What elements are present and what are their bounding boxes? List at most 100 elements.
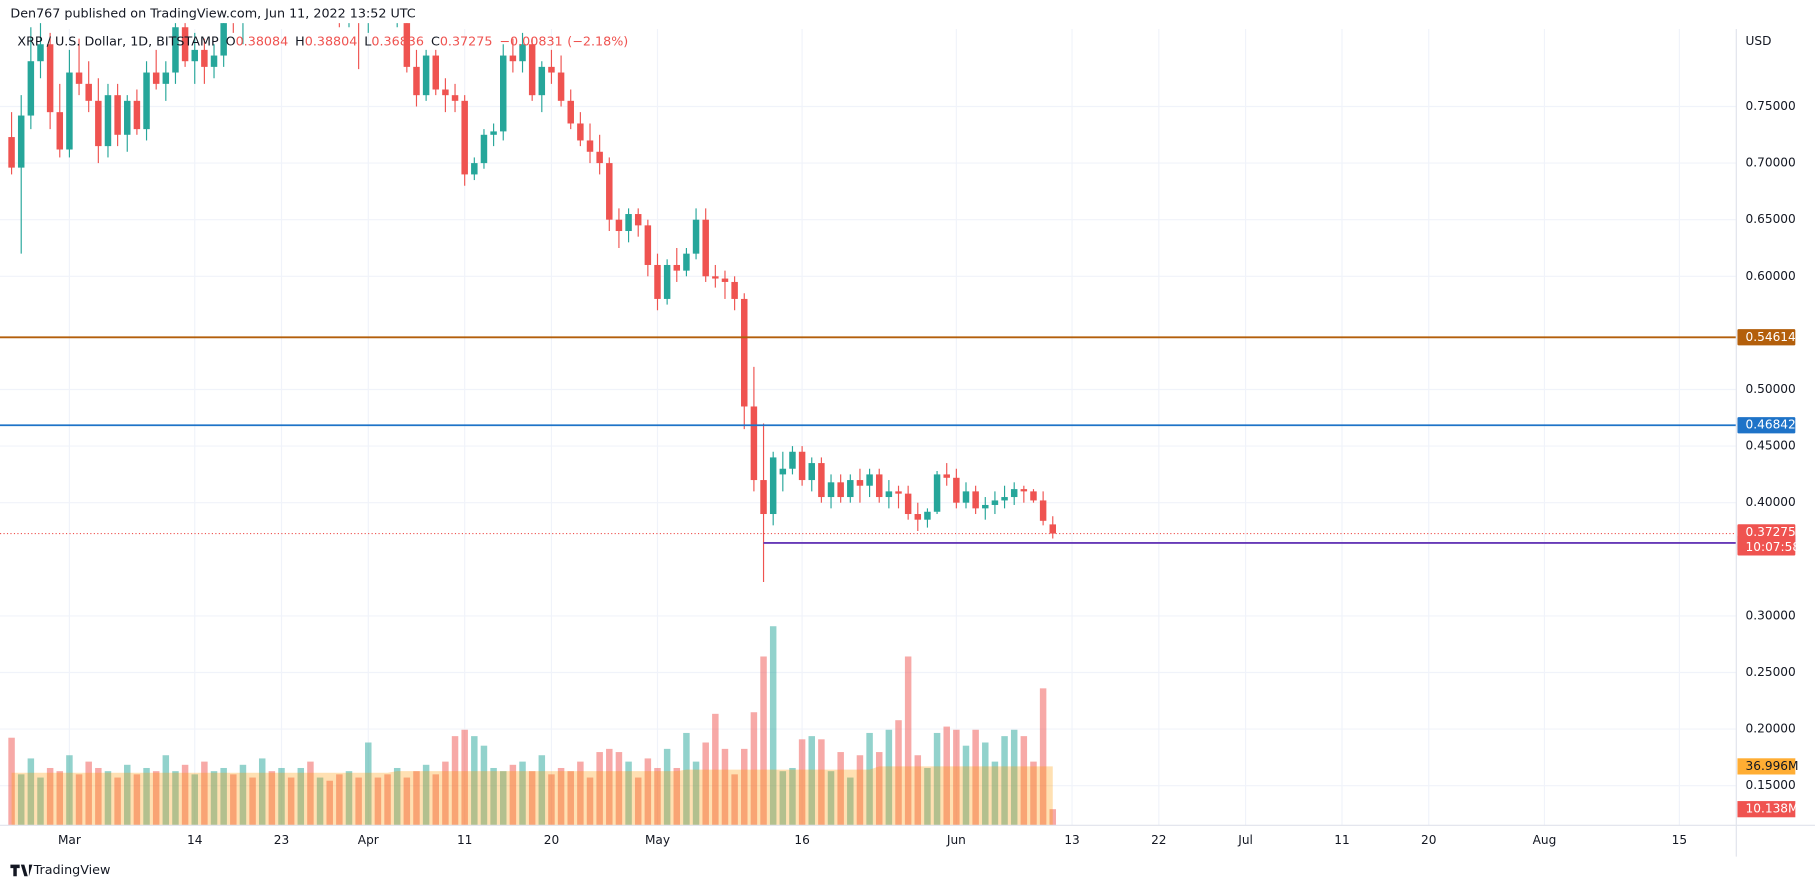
candle-body	[538, 66, 546, 96]
candle-body	[933, 474, 941, 512]
byline: Den767 published on TradingView.com, Jun…	[10, 6, 415, 21]
volume-bar	[258, 758, 266, 826]
candle-body	[461, 100, 468, 175]
volume-bar	[172, 771, 179, 826]
candle-body	[152, 72, 160, 84]
candle-body	[885, 491, 893, 498]
change-pct: (−2.18%)	[567, 34, 628, 49]
volume-bar	[46, 767, 54, 826]
y-tick-label: 0.60000	[1746, 269, 1796, 283]
volume-bar	[750, 712, 758, 826]
volume-bar	[827, 771, 835, 826]
volume-bar	[875, 752, 883, 826]
candle-body	[1010, 489, 1018, 498]
volume-bar	[355, 777, 362, 826]
volume-bar	[239, 764, 247, 826]
volume-bar	[451, 736, 459, 826]
candle-body	[37, 44, 44, 62]
candle-body	[104, 95, 112, 147]
volume-bar	[548, 774, 555, 826]
candle-body	[548, 66, 555, 73]
volume-bar	[490, 767, 497, 826]
volume-bar	[37, 777, 44, 826]
candle-body	[519, 44, 526, 62]
volume-bar	[442, 761, 449, 826]
ohlc-value: 0.37275	[440, 34, 493, 49]
candle-body	[528, 44, 536, 96]
footer: TradingView	[33, 863, 111, 878]
volume-bar	[712, 713, 719, 826]
candle-body	[1030, 491, 1037, 501]
volume-bar	[866, 732, 873, 826]
volume-bar	[741, 748, 748, 826]
candle-body	[663, 264, 671, 299]
volume-bar	[528, 771, 536, 826]
volume-bar	[374, 777, 382, 826]
volume-bar	[480, 745, 488, 826]
volume-bar	[673, 767, 681, 826]
candle-body	[27, 61, 35, 116]
x-tick-label: Jun	[946, 833, 966, 847]
candle-body	[924, 511, 931, 520]
candle-body	[8, 137, 15, 168]
candle-body	[962, 491, 970, 503]
grid	[0, 28, 1737, 826]
x-tick-label: Aug	[1533, 833, 1557, 847]
volume-bar	[85, 761, 92, 826]
candle-body	[943, 474, 950, 478]
candle-body	[789, 451, 796, 469]
y-tick-label: 0.20000	[1746, 722, 1796, 736]
volume-bar	[191, 774, 198, 826]
volume-bar	[818, 739, 825, 826]
candle-body	[847, 480, 854, 498]
candle-body	[673, 264, 681, 271]
candle-body	[162, 72, 170, 84]
x-tick-label: 14	[187, 833, 203, 847]
volume-bar	[634, 777, 642, 826]
candle-body	[56, 112, 64, 150]
candle-body	[413, 66, 420, 96]
volume-bar	[1001, 736, 1008, 826]
countdown: 10:07:58	[1746, 540, 1801, 554]
candle-body	[509, 55, 517, 62]
volume-bar	[201, 761, 208, 826]
candle-body	[490, 131, 497, 135]
volume-bar	[104, 771, 112, 826]
level-tag	[1737, 329, 1796, 346]
candle-body	[712, 276, 719, 279]
x-tick-label: 11	[1334, 833, 1349, 847]
volume-bar	[181, 764, 189, 826]
legend: XRP / U.S. Dollar, 1D, BITSTAMP O0.38084 H…	[17, 34, 628, 49]
volume-bar	[692, 761, 700, 826]
candle-body	[625, 214, 632, 232]
volume-bar	[393, 767, 401, 826]
volume-bar	[509, 764, 517, 826]
volume-bar	[779, 771, 787, 826]
volume-bar	[1020, 736, 1028, 826]
candle-body	[1020, 489, 1028, 492]
volume-bar	[731, 774, 738, 826]
candle-body	[827, 482, 835, 498]
volume-ma-label: 36.996M	[1746, 759, 1799, 773]
volume-bar	[143, 767, 150, 826]
volume-bar	[403, 777, 411, 826]
volume-bar	[220, 767, 227, 826]
volume-bar	[577, 761, 584, 826]
volume-bar	[249, 777, 256, 826]
x-tick-label: 22	[1151, 833, 1166, 847]
candle-body	[172, 27, 179, 73]
volume-bar	[943, 726, 950, 826]
volume-bar	[702, 742, 709, 826]
volume-bar	[808, 736, 815, 826]
volume-bar	[1010, 729, 1018, 826]
volume-label: 10.138M	[1746, 802, 1799, 816]
candle-body	[875, 474, 883, 498]
ohlc-value: 0.38084	[236, 34, 289, 49]
candle-body	[644, 225, 652, 265]
volume-bar	[644, 758, 652, 826]
volume-bar	[307, 761, 314, 826]
volume-bar	[422, 764, 430, 826]
candle-body	[818, 463, 825, 498]
candle-body	[1001, 497, 1008, 501]
